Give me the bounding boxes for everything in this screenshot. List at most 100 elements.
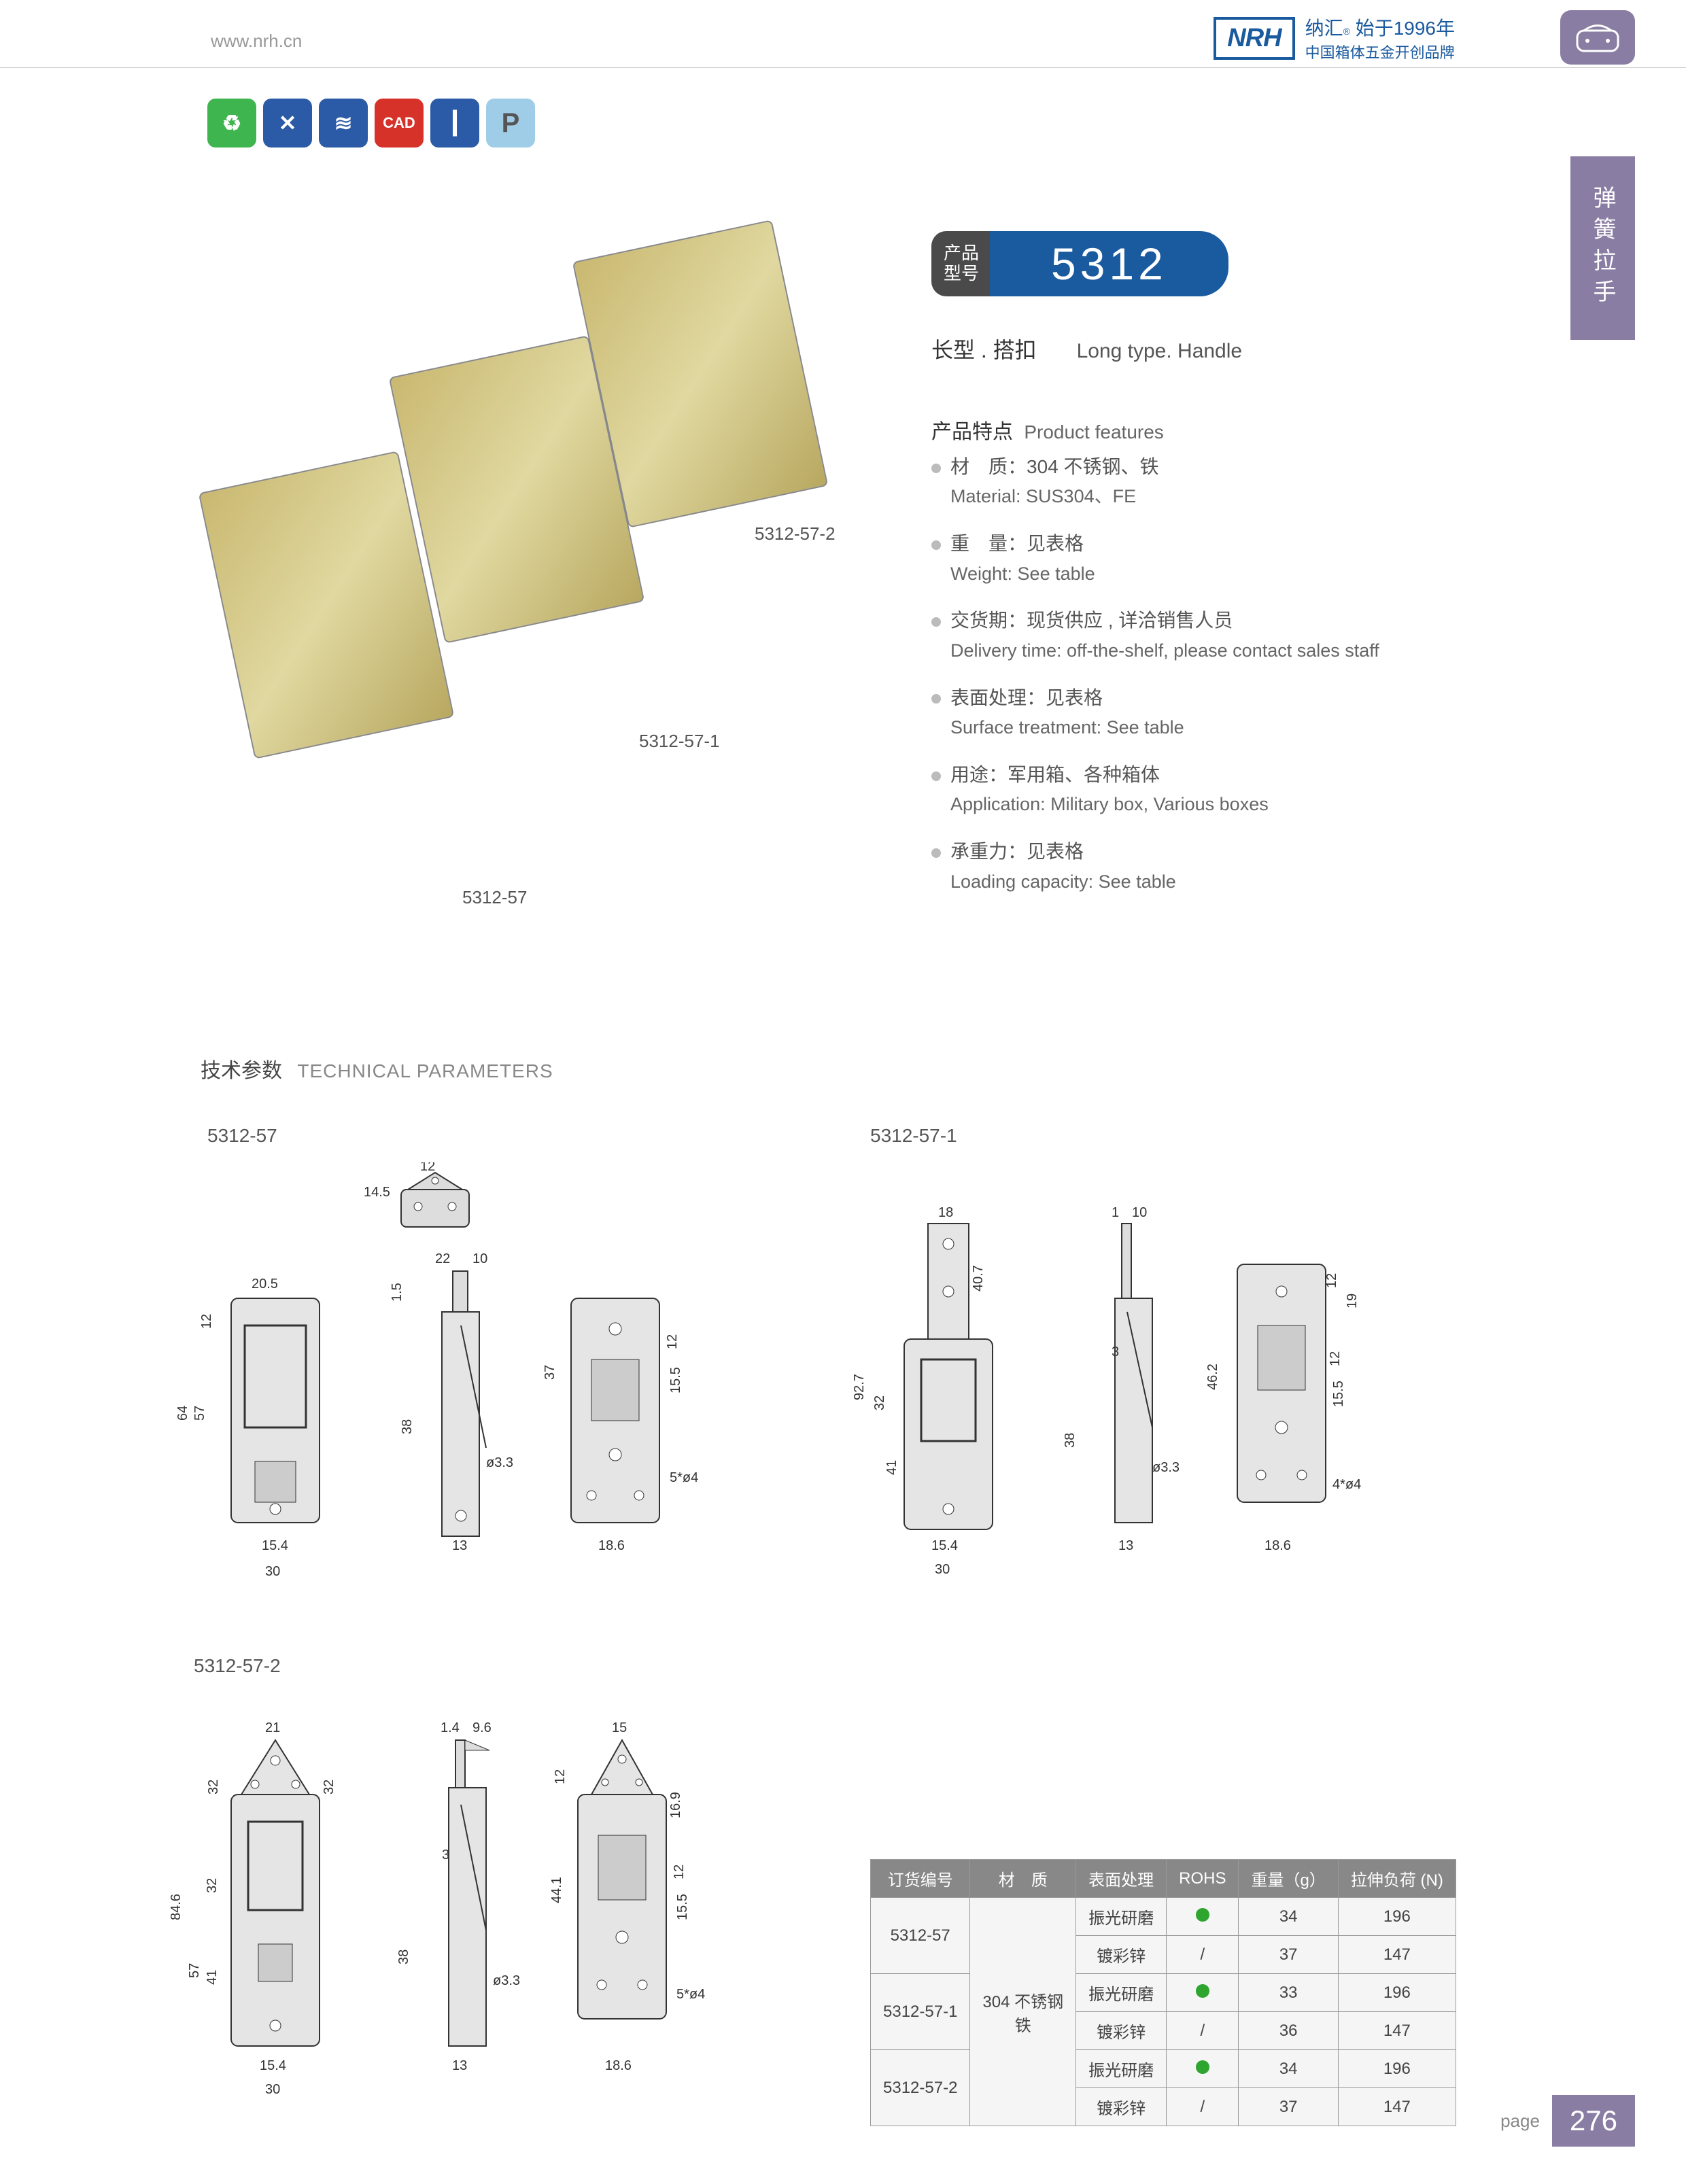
cell-code: 5312-57 bbox=[871, 1898, 970, 1974]
dimension-value: 84.6 bbox=[169, 1894, 184, 1920]
cell-weight: 34 bbox=[1239, 1898, 1338, 1936]
table-header: 表面处理 bbox=[1076, 1860, 1167, 1898]
dimension-value: 40.7 bbox=[971, 1265, 986, 1292]
bullet-icon bbox=[931, 540, 941, 550]
feature-en: Material: SUS304、FE bbox=[950, 483, 1379, 511]
feature-en: Delivery time: off-the-shelf, please con… bbox=[950, 637, 1379, 665]
features-list: 材 质：304 不锈钢、铁Material: SUS304、FE 重 量：见表格 W… bbox=[931, 452, 1379, 914]
dimension-value: 19 bbox=[1345, 1294, 1360, 1308]
cell-load: 147 bbox=[1338, 2088, 1456, 2126]
bullet-icon bbox=[931, 772, 941, 781]
dimension-value: 46.2 bbox=[1205, 1364, 1220, 1390]
drawing-label-b: 5312-57-1 bbox=[870, 1125, 957, 1147]
dimension-value: 15 bbox=[612, 1720, 627, 1735]
dimension-value: 5*ø4 bbox=[676, 1987, 705, 2002]
cell-load: 147 bbox=[1338, 1936, 1456, 1974]
feature-item: 用途：军用箱、各种箱体Application: Military box, Va… bbox=[931, 760, 1379, 819]
dimension-value: 32 bbox=[205, 1878, 220, 1893]
drawing-set-c: 21 1.4 9.6 15 32 32 12 16.9 84.6 32 3 44… bbox=[156, 1713, 829, 2107]
p-icon: P bbox=[486, 99, 535, 148]
category-badge-icon bbox=[1560, 10, 1635, 65]
dimension-value: 1 bbox=[1112, 1205, 1119, 1220]
side-category-tab: 弹簧拉手 bbox=[1570, 156, 1635, 340]
cell-rohs: / bbox=[1167, 2012, 1239, 2050]
dimension-value: 41 bbox=[205, 1970, 220, 1985]
dimension-value: 12 bbox=[1324, 1273, 1339, 1288]
dimension-value: 12 bbox=[665, 1334, 680, 1349]
brand-logo-area: NRH 纳汇® 始于1996年 中国箱体五金开创品牌 bbox=[1214, 14, 1455, 63]
cell-code: 5312-57-1 bbox=[871, 1974, 970, 2050]
table-row: 5312-57-1振光研磨33196 bbox=[871, 1974, 1456, 2012]
feature-cn: 交货期：现货供应 , 详洽销售人员 bbox=[950, 610, 1233, 631]
features-heading: 产品特点 Product features bbox=[931, 415, 1164, 445]
dimension-value: 12 bbox=[1328, 1351, 1343, 1366]
dimension-value: 3 bbox=[442, 1848, 449, 1862]
product-subtitle: 长型 . 搭扣 Long type. Handle bbox=[931, 333, 1242, 364]
drawing-label-c: 5312-57-2 bbox=[194, 1655, 281, 1677]
rohs-dot-icon bbox=[1196, 1984, 1209, 1998]
feature-item: 材 质：304 不锈钢、铁Material: SUS304、FE bbox=[931, 452, 1379, 511]
cell-material: 304 不锈钢 铁 bbox=[970, 1898, 1076, 2126]
cell-load: 196 bbox=[1338, 1898, 1456, 1936]
dimension-value: 15.5 bbox=[668, 1367, 683, 1393]
cell-rohs: / bbox=[1167, 2088, 1239, 2126]
cell-finish: 镀彩锌 bbox=[1076, 2088, 1167, 2126]
spring-icon: ≋ bbox=[319, 99, 368, 148]
page-label: page bbox=[1500, 2111, 1540, 2132]
dimension-value: 18.6 bbox=[598, 1538, 625, 1553]
cell-weight: 33 bbox=[1239, 1974, 1338, 2012]
model-label: 产品型号 bbox=[931, 231, 991, 296]
feature-item: 表面处理：见表格Surface treatment: See table bbox=[931, 683, 1379, 742]
dimension-value: 16.9 bbox=[668, 1792, 683, 1818]
page-number: 276 bbox=[1552, 2095, 1635, 2147]
brand-cn: 纳汇 bbox=[1305, 18, 1343, 39]
feature-en: Loading capacity: See table bbox=[950, 868, 1379, 897]
brand-since: 始于1996年 bbox=[1356, 18, 1455, 39]
feature-en: Weight: See table bbox=[950, 560, 1379, 589]
feature-en: Application: Military box, Various boxes bbox=[950, 791, 1379, 819]
dimension-value: 38 bbox=[396, 1949, 411, 1964]
cell-load: 147 bbox=[1338, 2012, 1456, 2050]
subtitle-en: Long type. Handle bbox=[1077, 340, 1243, 362]
cell-weight: 36 bbox=[1239, 2012, 1338, 2050]
callout-c: 5312-57 bbox=[462, 887, 527, 908]
brand-chinese: 纳汇® 始于1996年 中国箱体五金开创品牌 bbox=[1305, 14, 1455, 63]
dimension-value: 38 bbox=[1063, 1433, 1078, 1448]
dimension-value: 32 bbox=[206, 1780, 221, 1795]
dimension-value: 12 bbox=[553, 1769, 568, 1784]
dimension-value: 15.4 bbox=[262, 1538, 288, 1553]
brand-sub: 中国箱体五金开创品牌 bbox=[1305, 41, 1455, 63]
dimension-value: 1.5 bbox=[390, 1283, 405, 1302]
feature-cn: 重 量：见表格 bbox=[950, 533, 1084, 554]
dimension-value: 10 bbox=[472, 1251, 487, 1266]
dimension-value: 5*ø4 bbox=[670, 1470, 698, 1485]
rohs-dot-icon bbox=[1196, 2060, 1209, 2074]
dimension-value: 12 bbox=[420, 1162, 435, 1174]
nrh-logo: NRH bbox=[1214, 17, 1294, 60]
feature-cn: 表面处理：见表格 bbox=[950, 687, 1103, 708]
dimension-value: 30 bbox=[265, 1564, 280, 1579]
dimension-value: 15.5 bbox=[1331, 1381, 1346, 1407]
eco-icon: ♻ bbox=[207, 99, 256, 148]
feature-item: 交货期：现货供应 , 详洽销售人员 Delivery time: off-the-… bbox=[931, 606, 1379, 665]
product-photo-area bbox=[218, 238, 843, 782]
dimension-value: 57 bbox=[187, 1963, 202, 1978]
dimension-value: 41 bbox=[884, 1460, 899, 1475]
bullet-icon bbox=[931, 694, 941, 704]
header: www.nrh.cn NRH 纳汇® 始于1996年 中国箱体五金开创品牌 bbox=[0, 0, 1686, 68]
dimension-value: 13 bbox=[1118, 1538, 1133, 1553]
reg-mark: ® bbox=[1343, 26, 1350, 37]
dimension-value: 44.1 bbox=[549, 1877, 564, 1903]
dimension-value: 38 bbox=[400, 1419, 415, 1434]
drawing-set-a: 12 14.5 20.5 12 1.5 22 10 64 57 38 37 12… bbox=[163, 1162, 816, 1584]
dimension-value: 13 bbox=[452, 2058, 467, 2073]
dimension-value: 37 bbox=[543, 1365, 557, 1380]
cell-rohs: / bbox=[1167, 1936, 1239, 1974]
spec-table: 订货编号材 质表面处理ROHS重量（g）拉伸负荷 (N)5312-57304 不… bbox=[870, 1859, 1456, 2126]
dimension-value: 15.5 bbox=[675, 1894, 690, 1920]
feature-icon-strip: ♻ ✕ ≋ CAD ┃ P bbox=[207, 99, 535, 148]
bullet-icon bbox=[931, 617, 941, 627]
dimension-value: 15.4 bbox=[931, 1538, 958, 1553]
dimension-value: 32 bbox=[322, 1780, 337, 1795]
table-row: 5312-57-2振光研磨34196 bbox=[871, 2050, 1456, 2088]
